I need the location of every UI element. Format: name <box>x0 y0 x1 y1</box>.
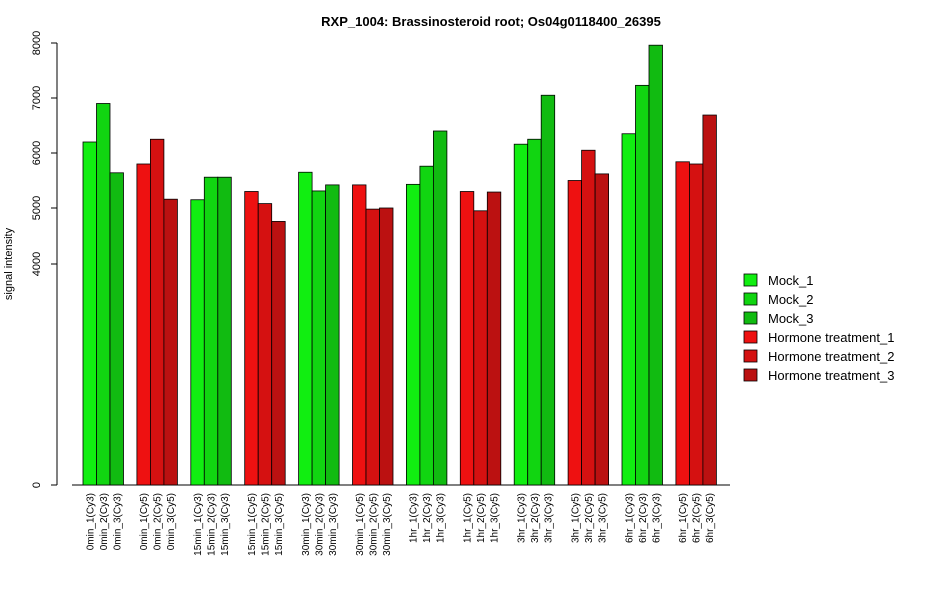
bar <box>405 183 421 486</box>
bar <box>419 165 434 486</box>
x-tick-label: 1hr_3(Cy5) <box>490 493 501 543</box>
x-tick-label: 30min_3(Cy3) <box>328 493 339 556</box>
x-tick-label: 30min_2(Cy3) <box>314 493 325 556</box>
bar <box>689 163 704 486</box>
x-tick-label: 3hr_2(Cy3) <box>530 493 541 543</box>
bar <box>203 176 219 486</box>
y-tick-label: 6000 <box>31 141 43 165</box>
legend-swatch <box>743 273 758 287</box>
bar <box>109 172 124 486</box>
x-tick-label: 0min_2(Cy3) <box>99 493 110 550</box>
legend-label: Mock_1 <box>768 273 814 288</box>
x-tick-label: 6hr_3(Cy3) <box>651 493 662 543</box>
legend-swatch <box>743 330 758 344</box>
bar <box>675 161 690 486</box>
x-tick-label: 3hr_3(Cy3) <box>543 493 554 543</box>
bar <box>298 171 313 486</box>
bar <box>82 141 97 486</box>
x-tick-label: 0min_1(Cy5) <box>139 493 150 550</box>
bar <box>459 191 475 486</box>
legend-label: Hormone treatment_3 <box>768 368 894 383</box>
x-tick-label: 3hr_2(Cy5) <box>584 493 595 543</box>
x-tick-label: 0min_1(Cy3) <box>85 493 96 550</box>
bar <box>257 203 273 486</box>
y-tick-label: 4000 <box>31 252 43 276</box>
y-axis: 0 4000 5000 6000 7000 8000 <box>31 31 730 488</box>
bar <box>365 208 380 486</box>
x-tick-label: 30min_1(Cy5) <box>355 493 366 556</box>
x-tick-label: 0min_2(Cy5) <box>153 493 164 550</box>
bar <box>473 210 488 486</box>
x-tick-label: 1hr_3(Cy3) <box>436 493 447 543</box>
y-axis-label: signal intensity <box>3 227 15 300</box>
bar <box>271 221 286 486</box>
x-tick-label: 6hr_2(Cy3) <box>638 493 649 543</box>
bar <box>567 180 582 486</box>
legend-swatch <box>743 349 758 363</box>
y-tick-label: 8000 <box>31 31 43 55</box>
x-tick-label: 6hr_2(Cy5) <box>692 493 703 543</box>
bar <box>594 173 609 486</box>
chart-title: RXP_1004: Brassinosteroid root; Os04g011… <box>321 14 661 29</box>
bars-group <box>82 44 717 486</box>
legend-swatch <box>743 292 758 306</box>
bar <box>513 143 529 486</box>
bar <box>635 84 650 486</box>
bar <box>540 94 556 486</box>
bar <box>190 199 205 486</box>
legend-swatch <box>743 311 758 325</box>
y-tick-label: 5000 <box>31 196 43 220</box>
legend-label: Mock_3 <box>768 311 814 326</box>
x-tick-label: 3hr_3(Cy5) <box>597 493 608 543</box>
bar <box>581 149 596 486</box>
x-tick-label: 30min_2(Cy5) <box>368 493 379 556</box>
bar <box>352 184 367 486</box>
bar <box>648 44 663 486</box>
x-tick-label: 15min_1(Cy3) <box>193 493 204 556</box>
x-tick-label: 3hr_1(Cy5) <box>570 493 581 543</box>
bar <box>96 103 111 486</box>
x-tick-label: 6hr_3(Cy5) <box>705 493 716 543</box>
x-tick-label: 1hr_1(Cy5) <box>463 493 474 543</box>
x-tick-label: 1hr_2(Cy3) <box>422 493 433 543</box>
legend-swatch <box>743 368 758 382</box>
x-tick-label: 6hr_1(Cy3) <box>624 493 635 543</box>
x-tick-label: 15min_2(Cy3) <box>207 493 218 556</box>
x-tick-label: 3hr_1(Cy3) <box>516 493 527 543</box>
x-tick-label: 30min_1(Cy3) <box>301 493 312 556</box>
y-tick-label: 0 <box>31 482 43 488</box>
bar <box>311 190 327 486</box>
bar <box>379 207 394 486</box>
bar <box>486 191 502 486</box>
x-tick-labels: 0min_1(Cy3) 0min_2(Cy3) 0min_3(Cy3) 0min_1(… <box>85 493 716 556</box>
bar <box>149 138 165 486</box>
x-tick-label: 6hr_1(Cy5) <box>678 493 689 543</box>
bar <box>432 130 448 486</box>
x-tick-label: 1hr_2(Cy5) <box>476 493 487 543</box>
legend-label: Hormone treatment_1 <box>768 330 894 345</box>
x-tick-label: 15min_1(Cy5) <box>247 493 258 556</box>
x-tick-label: 0min_3(Cy5) <box>166 493 177 550</box>
legend-label: Mock_2 <box>768 292 814 307</box>
bar <box>163 198 178 486</box>
bar <box>527 138 542 486</box>
x-tick-label: 15min_3(Cy3) <box>220 493 231 556</box>
x-tick-label: 15min_2(Cy5) <box>260 493 271 556</box>
x-tick-label: 15min_3(Cy5) <box>274 493 285 556</box>
bar <box>244 191 259 486</box>
bar <box>621 133 636 486</box>
x-tick-label: 1hr_1(Cy3) <box>409 493 420 543</box>
bar <box>702 114 717 486</box>
legend: Mock_1 Mock_2 Mock_3 Hormone treatment_1 Hor… <box>743 273 894 383</box>
x-tick-label: 30min_3(Cy5) <box>382 493 393 556</box>
y-tick-label: 7000 <box>31 86 43 110</box>
x-tick-label: 0min_3(Cy3) <box>112 493 123 550</box>
bar <box>217 176 232 486</box>
legend-label: Hormone treatment_2 <box>768 349 894 364</box>
bar <box>325 184 340 486</box>
bar <box>136 163 151 486</box>
